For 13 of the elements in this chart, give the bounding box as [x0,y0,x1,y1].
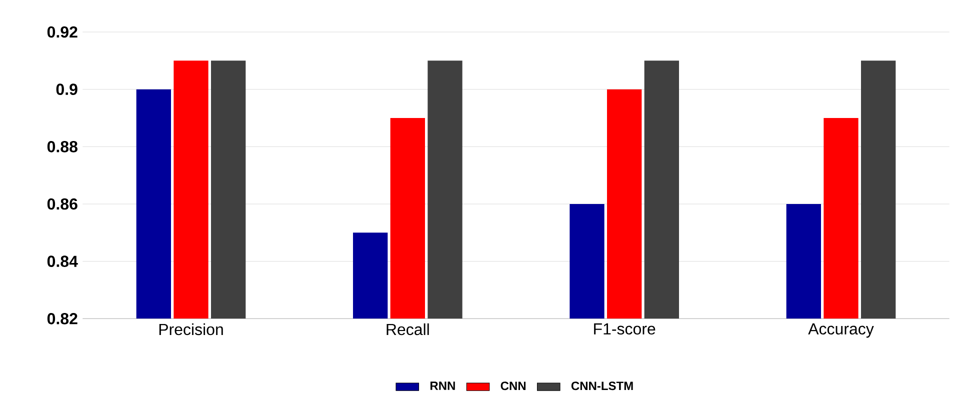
x-tick-label: Precision [159,323,223,336]
y-tick-label: 0.82 [47,313,78,324]
y-tick-label: 0.84 [47,256,78,267]
legend-label: RNN [430,382,455,390]
x-tick-label: Recall [386,323,429,336]
legend-label: CNN [500,382,526,390]
y-tick-label: 0.92 [47,26,78,38]
y-tick-label: 0.88 [47,141,78,152]
y-tick-label: 0.86 [47,198,78,210]
x-tick-label: F1-score [594,323,656,335]
y-tick-label: 0.9 [56,84,78,95]
legend-label: CNN-LSTM [571,382,633,390]
x-tick-label: Accuracy [808,323,874,338]
